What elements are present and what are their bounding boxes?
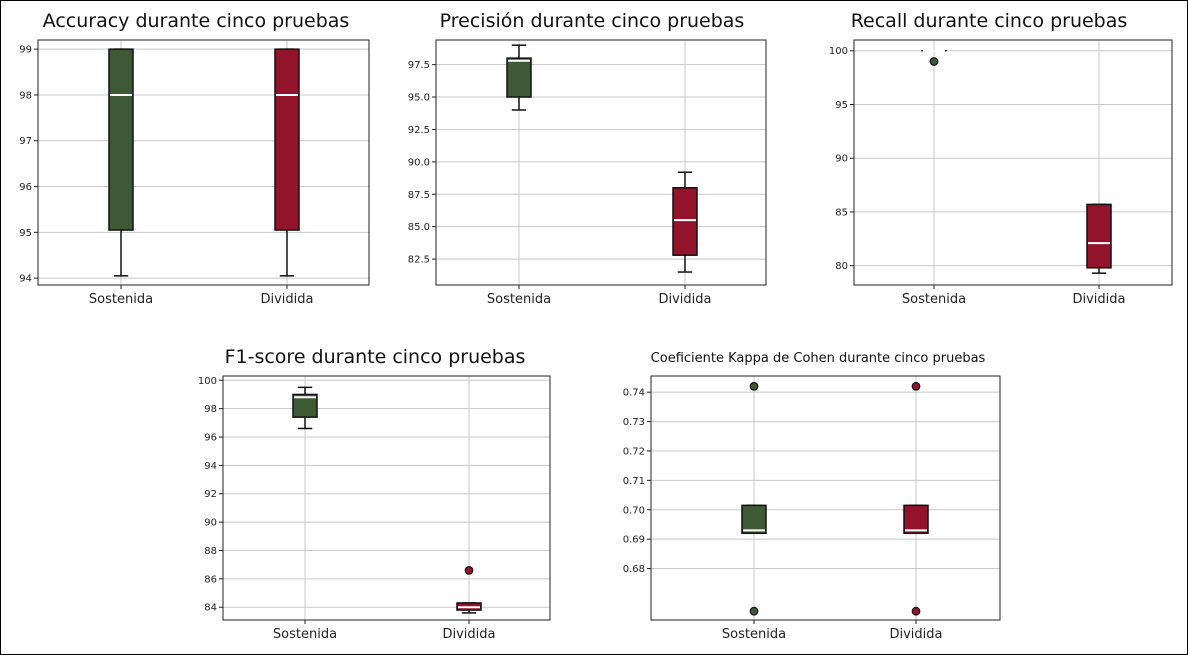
y-tick-label: 82.5 xyxy=(408,255,430,266)
x-tick-label: Dividida xyxy=(658,292,711,307)
recall-panel: Recall durante cinco pruebas 80 85 90 95 100… xyxy=(792,0,1186,330)
box-dividida xyxy=(1086,203,1112,269)
box-sostenida xyxy=(506,57,532,98)
y-tick-label: 86 xyxy=(204,574,217,585)
x-tick-label: Sostenida xyxy=(89,292,153,307)
plot-frame xyxy=(37,39,370,286)
y-tick-label: 0.71 xyxy=(623,476,645,487)
accuracy-boxplot: 94 95 96 97 98 99 Sostenida Dividida xyxy=(19,39,370,307)
y-tick-label: 88 xyxy=(204,546,217,557)
y-tick-label: 0.69 xyxy=(623,535,645,546)
x-tick-label: Dividida xyxy=(260,292,313,307)
y-tick-label: 92.5 xyxy=(408,125,430,136)
y-tick-label: 98 xyxy=(19,90,32,101)
x-tick-label: Dividida xyxy=(889,627,942,642)
y-tick-label: 97.5 xyxy=(408,60,430,71)
f1-title: F1-score durante cinco pruebas xyxy=(224,346,526,368)
y-tick-label: 100 xyxy=(829,46,848,57)
y-tick-label: 80 xyxy=(835,261,848,272)
x-tick-label: Dividida xyxy=(442,627,495,642)
y-tick-label: 94 xyxy=(19,274,32,285)
f1-panel: F1-score durante cinco pruebas 84 86 88 90 9… xyxy=(180,338,570,653)
y-tick-label: 90.0 xyxy=(408,157,430,168)
box-dividida xyxy=(274,48,300,231)
y-tick-label: 97 xyxy=(19,136,32,147)
y-tick-label: 87.5 xyxy=(408,190,430,201)
accuracy-title: Accuracy durante cinco pruebas xyxy=(42,10,350,32)
y-tick-label: 95 xyxy=(835,100,848,111)
recall-title: Recall durante cinco pruebas xyxy=(850,10,1128,32)
outlier-point xyxy=(929,57,939,66)
x-tick-label: Sostenida xyxy=(722,627,786,642)
outlier-point xyxy=(911,381,921,391)
kappa-boxplot: 0.68 0.69 0.70 0.71 0.72 0.73 0.74 Sostenida Div… xyxy=(623,375,1001,642)
plot-frame xyxy=(650,375,1001,621)
plot-frame xyxy=(222,375,551,621)
precision-panel: Precisión durante cinco pruebas 82.5 85.0… xyxy=(392,0,792,330)
outlier-point xyxy=(911,606,921,616)
y-tick-label: 95.0 xyxy=(408,93,430,104)
y-tick-label: 0.68 xyxy=(623,564,645,575)
y-tick-label: 84 xyxy=(204,603,217,614)
y-tick-label: 100 xyxy=(198,376,217,387)
y-tick-label: 90 xyxy=(204,518,217,529)
kappa-panel: Coeficiente Kappa de Cohen durante cinco… xyxy=(608,338,1028,653)
box-sostenida xyxy=(108,48,134,231)
x-tick-label: Sostenida xyxy=(273,627,337,642)
y-tick-label: 96 xyxy=(19,182,32,193)
box-dividida xyxy=(672,187,698,256)
outlier-point xyxy=(749,606,759,616)
y-tick-label: 0.72 xyxy=(623,446,645,457)
x-tick-label: Dividida xyxy=(1072,292,1125,307)
outlier-point xyxy=(464,565,474,575)
y-tick-label: 85.0 xyxy=(408,222,430,233)
y-tick-label: 96 xyxy=(204,433,217,444)
box-dividida xyxy=(903,504,929,535)
y-tick-label: 0.70 xyxy=(623,505,645,516)
plot-frame xyxy=(853,39,1173,286)
plot-frame xyxy=(435,39,767,286)
y-tick-label: 98 xyxy=(204,404,217,415)
accuracy-panel: Accuracy durante cinco pruebas 94 95 96 97 9… xyxy=(0,0,392,330)
x-tick-label: Sostenida xyxy=(487,292,551,307)
precision-boxplot: 82.5 85.0 87.5 90.0 92.5 95.0 97.5 Sostenida Div… xyxy=(408,39,767,307)
y-tick-label: 94 xyxy=(204,461,217,472)
outlier-point xyxy=(749,381,759,391)
box-sostenida xyxy=(292,393,318,418)
kappa-title: Coeficiente Kappa de Cohen durante cinco… xyxy=(650,351,986,366)
y-tick-label: 90 xyxy=(835,154,848,165)
x-tick-label: Sostenida xyxy=(902,292,966,307)
box-sostenida xyxy=(741,504,767,535)
y-tick-label: 95 xyxy=(19,228,32,239)
f1-boxplot: 84 86 88 90 92 94 96 98 100 Sostenida Dividida xyxy=(198,375,551,642)
y-tick-label: 0.74 xyxy=(623,388,645,399)
y-tick-label: 85 xyxy=(835,207,848,218)
recall-boxplot: 80 85 90 95 100 Sostenida Dividida xyxy=(829,39,1173,307)
y-tick-label: 0.73 xyxy=(623,417,645,428)
precision-title: Precisión durante cinco pruebas xyxy=(439,10,745,32)
y-tick-label: 92 xyxy=(204,489,217,500)
y-tick-label: 99 xyxy=(19,45,32,56)
